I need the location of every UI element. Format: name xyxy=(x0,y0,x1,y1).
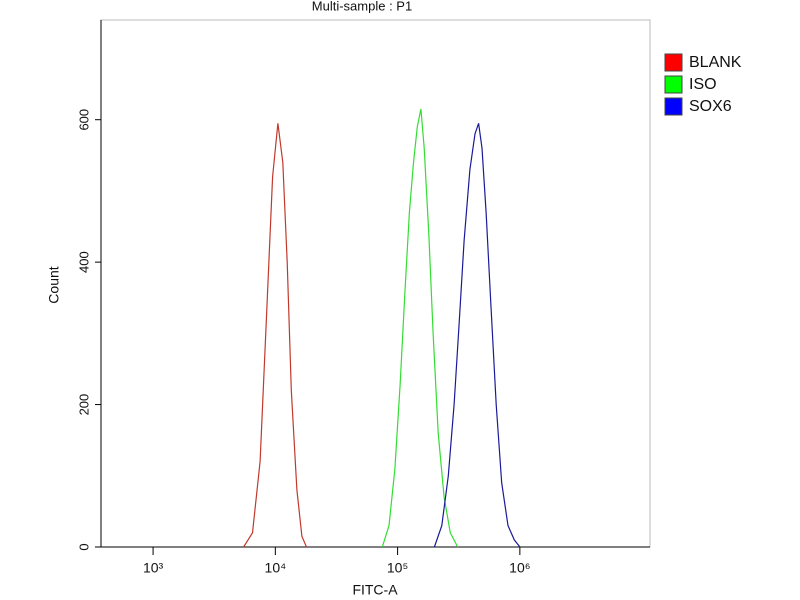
x-tick-label: 10⁴ xyxy=(265,560,287,576)
y-tick-label: 400 xyxy=(76,251,91,273)
histogram-line xyxy=(243,123,308,548)
histogram-line xyxy=(433,123,521,548)
plot-frame xyxy=(100,19,651,548)
x-tick-label: 10⁵ xyxy=(387,560,408,576)
chart-title: Multi-sample : P1 xyxy=(312,0,412,13)
x-axis-label: FITC-A xyxy=(352,582,398,598)
legend-label: BLANK xyxy=(689,54,742,71)
legend-swatch xyxy=(664,75,683,94)
x-tick-label: 10³ xyxy=(143,560,164,576)
y-axis-label: Count xyxy=(46,266,62,303)
y-tick-label: 200 xyxy=(76,394,91,416)
y-tick-label: 600 xyxy=(76,109,91,131)
legend-label: SOX6 xyxy=(689,98,732,115)
legend-swatch xyxy=(664,97,683,116)
y-tick-label: 0 xyxy=(76,543,91,550)
legend-swatch xyxy=(664,53,683,72)
legend-label: ISO xyxy=(689,76,717,93)
x-tick-label: 10⁶ xyxy=(509,560,530,576)
histogram-line xyxy=(381,108,459,548)
